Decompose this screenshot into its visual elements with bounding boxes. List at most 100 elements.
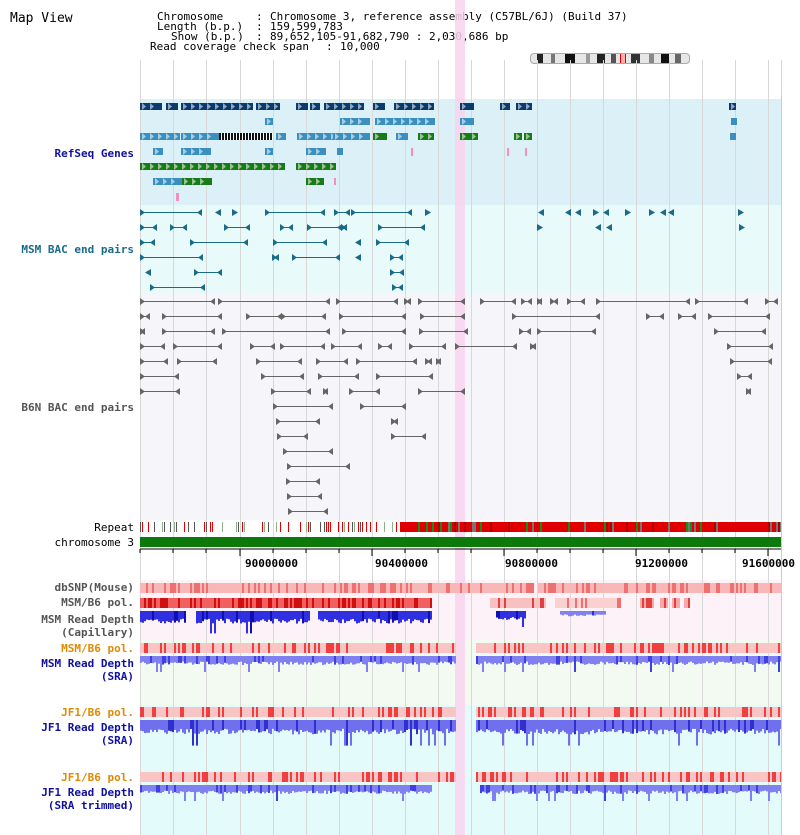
msm-sra-depth-bar xyxy=(318,656,320,663)
jf1-b6-pol2-cell xyxy=(540,772,542,782)
selection-highlight[interactable] xyxy=(455,0,465,835)
jf1-b6-pol-cell xyxy=(264,707,266,717)
msm-b6-pol-cell xyxy=(166,598,168,608)
msm-sra-depth-bar xyxy=(612,656,614,663)
msm-b6-pol2-cell xyxy=(648,643,650,653)
jf1-b6-pol2-cell xyxy=(662,772,664,782)
jf1-sra-depth-bar xyxy=(176,720,178,733)
jf1-sra-depth-bar xyxy=(338,720,340,731)
msm-b6-pol-cell xyxy=(336,598,338,608)
jf1-b6-pol-cell xyxy=(310,707,312,717)
jf1-sra-depth-bar xyxy=(208,720,210,731)
dbsnp-cell xyxy=(276,583,278,593)
dbsnp-cell xyxy=(166,583,168,593)
jf1-sra-depth-bar xyxy=(760,720,762,732)
dbsnp-cell xyxy=(750,583,752,593)
dbsnp-cell xyxy=(204,583,206,593)
jf1-b6-pol-cell xyxy=(748,707,750,717)
msm-sra-depth-bar xyxy=(744,656,746,663)
msm-b6-pol2-cell xyxy=(756,643,758,653)
jf1-trim-depth-bar xyxy=(748,785,750,791)
dbsnp-cell xyxy=(440,583,442,593)
jf1-trim-depth-bar xyxy=(492,785,494,801)
gene-strand-arrow xyxy=(142,163,146,170)
jf1-b6-pol2-cell xyxy=(498,772,500,782)
jf1-b6-pol-cell xyxy=(720,707,722,717)
msm-cap-depth-bar xyxy=(180,611,182,620)
msm-b6-pol-cell xyxy=(312,598,314,608)
jf1-b6-pol-cell xyxy=(250,707,252,717)
msm-b6-pol2-cell xyxy=(542,643,544,653)
msm-b6-pol2-cell xyxy=(652,643,654,653)
jf1-trim-depth-bar xyxy=(480,785,482,794)
jf1-sra-depth-bar xyxy=(586,720,588,732)
msm-b6-pol-cell xyxy=(280,598,282,608)
jf1-sra-depth-bar xyxy=(312,720,314,735)
jf1-b6-pol2-cell xyxy=(664,772,666,782)
repeat-element xyxy=(184,522,185,532)
repeat-element xyxy=(444,522,446,532)
msm-cap-depth-bar xyxy=(428,611,430,624)
msm-sra-depth-bar xyxy=(246,656,248,665)
msm-sra-depth-bar xyxy=(688,656,690,663)
msm-cap-depth-bar xyxy=(266,611,268,622)
jf1-b6-pol2-cell xyxy=(294,772,296,782)
b6n-bac-pair-end xyxy=(217,343,222,350)
jf1-trim-depth-bar xyxy=(422,785,424,794)
jf1-b6-pol-cell xyxy=(432,707,434,717)
msm-b6-pol2-cell xyxy=(672,643,674,653)
msm-b6-pol-cell xyxy=(180,598,182,608)
msm-cap-depth-bar xyxy=(282,611,284,621)
dbsnp-cell xyxy=(546,583,548,593)
jf1-trim-depth-bar xyxy=(332,785,334,792)
jf1-trim-depth-bar xyxy=(356,785,358,792)
msm-b6-pol2-cell xyxy=(378,643,380,653)
jf1-b6-pol2-cell xyxy=(404,772,406,782)
jf1-b6-pol-cell xyxy=(764,707,766,717)
gene-exon-mark xyxy=(224,133,225,140)
jf1-b6-pol-cell xyxy=(772,707,774,717)
repeat-element xyxy=(620,522,622,532)
dbsnp-cell xyxy=(392,583,394,593)
label-jf1-depth-sra-2: (SRA) xyxy=(100,734,134,747)
msm-b6-pol-cell xyxy=(278,598,280,608)
msm-cap-depth-bar xyxy=(176,611,178,621)
msm-sra-depth-bar xyxy=(524,656,526,664)
dbsnp-cell xyxy=(452,583,454,593)
msm-bac-end xyxy=(565,209,571,216)
chromosome-ideogram[interactable] xyxy=(530,53,690,64)
repeat-element xyxy=(700,522,702,532)
jf1-b6-pol2-cell xyxy=(604,772,606,782)
msm-sra-depth-bar xyxy=(528,656,530,665)
msm-b6-pol-cell xyxy=(160,598,162,608)
jf1-b6-pol-cell xyxy=(704,707,706,717)
msm-sra-depth-bar xyxy=(384,656,386,664)
msm-b6-pol-cell xyxy=(532,598,534,608)
msm-bac-pair-end xyxy=(322,239,327,246)
jf1-trim-depth-bar xyxy=(740,785,742,792)
dbsnp-cell xyxy=(502,583,504,593)
msm-b6-pol2-cell xyxy=(316,643,318,653)
msm-b6-pol2-cell xyxy=(596,643,598,653)
msm-b6-pol-cell xyxy=(676,598,678,608)
gene-strand-arrow xyxy=(401,118,405,125)
msm-sra-depth-bar xyxy=(438,656,440,663)
jf1-b6-pol-cell xyxy=(404,707,406,717)
jf1-b6-pol2-cell xyxy=(338,772,340,782)
jf1-b6-pol-cell xyxy=(658,707,660,717)
msm-cap-depth-bar xyxy=(422,611,424,623)
jf1-b6-pol-cell xyxy=(526,707,528,717)
jf1-trim-depth-bar xyxy=(302,785,304,792)
jf1-trim-depth-bar xyxy=(410,785,412,791)
jf1-b6-pol2-cell xyxy=(710,772,712,782)
msm-b6-pol-cell xyxy=(585,598,587,608)
msm-cap-depth-bar xyxy=(164,611,166,624)
msm-sra-depth-bar xyxy=(778,656,780,672)
b6n-bac-pair-end xyxy=(567,298,572,305)
dbsnp-cell xyxy=(408,583,410,593)
msm-b6-pol2-cell xyxy=(774,643,776,653)
jf1-b6-pol-cell xyxy=(610,707,612,717)
b6n-bac-pair-end xyxy=(580,298,585,305)
gene-strand-arrow xyxy=(377,118,381,125)
jf1-trim-depth-bar xyxy=(768,785,770,801)
